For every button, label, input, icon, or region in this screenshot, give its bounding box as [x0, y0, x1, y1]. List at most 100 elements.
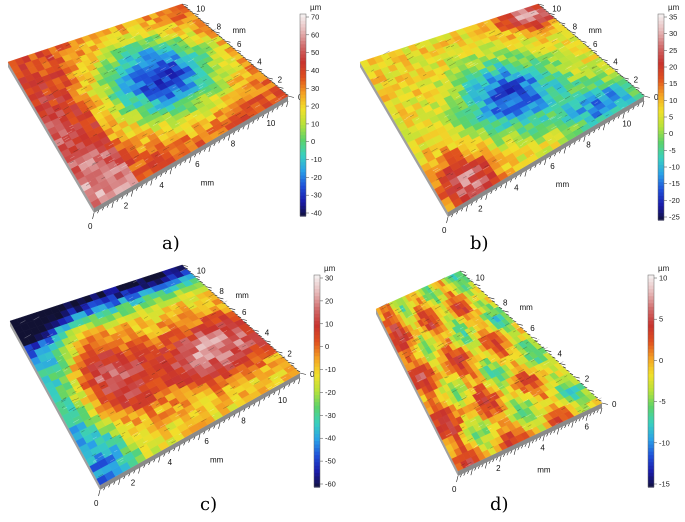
texture-stroke [471, 296, 478, 300]
texture-stroke [92, 59, 99, 64]
colorbar-segment [658, 195, 664, 200]
texture-stroke [564, 375, 568, 378]
colorbar-segment [658, 51, 664, 56]
colorbar-segment [300, 51, 306, 55]
texture-stroke [452, 89, 457, 92]
axis-tick [281, 103, 284, 107]
axis-tick [607, 121, 610, 125]
texture-stroke [511, 346, 517, 350]
colorbar-segment [658, 31, 664, 36]
texture-stroke [409, 114, 415, 118]
texture-stroke [47, 54, 54, 59]
texture-stroke [493, 411, 500, 415]
tick-label: 0 [310, 370, 315, 379]
texture-stroke [431, 323, 435, 326]
texture-stroke [444, 114, 449, 118]
texture-stroke [457, 143, 463, 147]
texture-stroke [465, 463, 471, 468]
texture-stroke [518, 32, 523, 35]
colorbar-segment [314, 388, 320, 393]
texture-stroke [519, 389, 527, 394]
tick-label: 4 [514, 183, 519, 192]
texture-stroke [125, 109, 131, 113]
texture-stroke [453, 39, 460, 44]
texture-stroke [607, 83, 614, 87]
colorbar-segment [314, 289, 320, 294]
axis-tick [101, 207, 104, 211]
texture-stroke [540, 84, 546, 88]
axis-tick [537, 343, 542, 346]
colorbar-segment [300, 20, 306, 25]
texture-stroke [162, 146, 170, 151]
axis-tick [559, 363, 566, 366]
axis-tick [528, 441, 531, 449]
texture-stroke [142, 133, 148, 137]
texture-stroke [133, 157, 137, 160]
colorbar-segment [658, 178, 664, 183]
texture-stroke [548, 138, 552, 142]
texture-stroke [153, 276, 159, 281]
colorbar-tick-label: -40 [311, 209, 322, 218]
axis-tick [258, 334, 262, 337]
axis-tick [223, 137, 226, 141]
texture-stroke [198, 101, 203, 105]
tick-label: 2 [124, 201, 129, 210]
texture-stroke [151, 372, 155, 375]
texture-stroke [517, 138, 524, 143]
panel-c: 0 2 4 6 8 10 mm 0 2 4 6 8 10 mm 30 20 10 0 -10 -20 -30 -40 -50… [0, 261, 342, 522]
colorbar-tick-label: -10 [311, 155, 322, 164]
texture-stroke [93, 430, 98, 433]
texture-stroke [43, 99, 49, 103]
texture-stroke [97, 347, 104, 351]
texture-stroke [58, 117, 62, 120]
axis-tick [246, 324, 251, 327]
texture-stroke [110, 411, 115, 414]
texture-stroke [70, 162, 73, 165]
texture-stroke [177, 380, 184, 385]
colorbar-segment [314, 448, 320, 453]
colorbar-segment [648, 292, 654, 297]
texture-stroke [469, 62, 476, 67]
colorbar-segment [300, 77, 306, 82]
texture-stroke [70, 346, 74, 349]
axis-tick [460, 208, 463, 212]
texture-stroke [189, 410, 193, 413]
texture-stroke [473, 295, 478, 298]
axis-tick [261, 72, 265, 75]
colorbar-segment [314, 423, 320, 428]
texture-stroke [193, 101, 200, 106]
texture-stroke [223, 362, 229, 367]
texture-stroke [481, 378, 487, 382]
texture-stroke [161, 331, 168, 336]
colorbar-segment [658, 62, 664, 67]
texture-stroke [238, 97, 243, 101]
colorbar-segment [314, 476, 320, 481]
texture-stroke [124, 348, 131, 353]
texture-stroke [167, 439, 173, 443]
texture-stroke [63, 368, 68, 372]
texture-stroke [421, 329, 428, 334]
texture-stroke [103, 71, 109, 75]
texture-stroke [109, 167, 116, 171]
texture-stroke [187, 58, 195, 63]
colorbar-segment [648, 352, 654, 357]
axis-tick [551, 15, 555, 18]
axis-tick [598, 126, 601, 131]
texture-stroke [77, 366, 83, 370]
texture-stroke [591, 119, 595, 122]
texture-stroke [478, 88, 485, 93]
colorbar-segment [314, 299, 320, 304]
axis-tick [470, 202, 473, 206]
texture-stroke [88, 79, 95, 83]
axis-tick [627, 81, 632, 84]
texture-stroke [119, 38, 126, 42]
texture-stroke [128, 170, 132, 173]
texture-stroke [497, 385, 504, 389]
texture-stroke [233, 74, 239, 78]
texture-stroke [170, 282, 175, 286]
texture-stroke [403, 117, 408, 121]
texture-stroke [581, 86, 585, 89]
colorbar-segment [314, 370, 320, 375]
colorbar-segment [314, 310, 320, 315]
